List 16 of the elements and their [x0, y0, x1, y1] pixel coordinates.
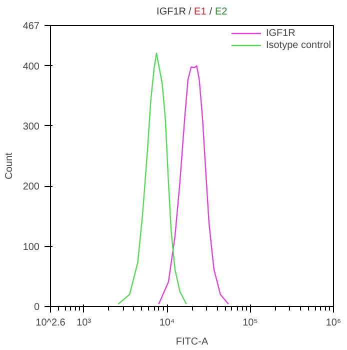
legend-label: IGF1R: [266, 27, 296, 39]
y-axis-title: Count: [4, 152, 15, 180]
chart-title: IGF1R / E1 / E2: [156, 6, 228, 18]
x-tick-label: 10⁵: [242, 318, 258, 328]
x-tick-label: 10⁴: [159, 318, 175, 328]
legend-label: Isotype control: [266, 39, 331, 51]
y-tick-label: 100: [22, 242, 40, 253]
y-tick-label: 200: [22, 182, 40, 193]
x-tick-label: 10^2.6: [36, 318, 66, 328]
x-tick-label: 10⁶: [326, 318, 342, 328]
y-tick-label: 0: [34, 302, 40, 313]
y-tick-label: 467: [22, 21, 40, 32]
x-tick-label: 10³: [76, 318, 92, 328]
x-axis-title: FITC-A: [176, 336, 208, 348]
y-tick-label: 400: [22, 61, 40, 72]
y-tick-label: 300: [22, 121, 40, 132]
